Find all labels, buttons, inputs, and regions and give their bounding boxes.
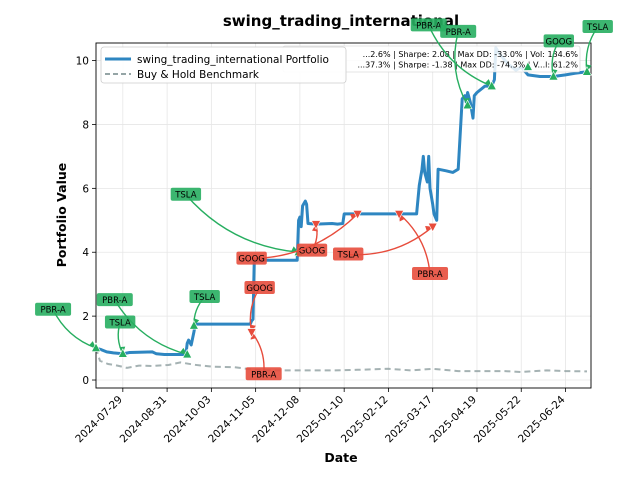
annotation-label: TSLA [174,191,197,201]
annotation-label: GOOG [238,255,265,265]
buy-marker [548,70,559,81]
annotation-arrow [428,25,492,87]
annotation-label: GOOG [246,284,273,294]
annotation-label: TSLA [337,250,360,260]
benchmark-series [96,347,588,374]
stats-line-benchmark: ...37.3% | Sharpe: -1.38 | Max DD: -74.3… [357,61,578,70]
portfolio-series [96,46,588,356]
annotation-label: PBR-A [416,21,441,31]
sell-marker [311,220,321,230]
annotation-box [332,247,364,261]
y-tick-label: 4 [82,247,89,259]
annotation-arrow [114,299,188,356]
y-tick-label: 6 [82,183,89,195]
legend-label-portfolio: swing_trading_international Portfolio [137,54,329,66]
legend-label-benchmark: Buy & Hold Benchmark [137,69,260,81]
buy-marker [486,80,497,90]
legend: swing_trading_international Portfolio Bu… [100,46,347,84]
buy-marker [117,348,128,358]
grid-lines [96,43,591,388]
annotation-arrow [398,213,431,275]
annotation-box [296,243,328,257]
buy-marker [462,99,473,110]
sell-marker [246,328,257,338]
buy-marker [188,320,199,330]
plot-frame [95,42,592,389]
x-tick-label: 2025-06-24 [516,393,568,445]
annotation-label: GOOG [546,37,573,47]
annotation-box [543,34,575,48]
annotation-label: PBR-A [251,370,276,380]
annotation-box [410,18,447,32]
annotation-box [440,24,477,38]
annotation-box [245,367,282,381]
y-axis-label: Portfolio Value [54,163,69,268]
portfolio-line [96,46,588,356]
annotation-arrow [185,194,299,253]
y-tick-label: 10 [76,56,89,68]
x-axis-label: Date [324,450,357,465]
stats-line-portfolio: ...2.6% | Sharpe: 2.08 | Max DD: -33.0% … [363,50,579,59]
annotation-label: TSLA [108,319,131,329]
annotation-label: PBR-A [102,296,127,306]
sell-marker [427,222,438,233]
annotation-box [236,251,267,265]
annotation-box [244,281,275,295]
sell-marker [352,210,363,220]
annotation-label: PBR-A [417,270,442,280]
y-tick-label: 2 [82,311,89,323]
benchmark-line [96,347,588,374]
buy-marker [581,66,592,76]
annotation-box [189,289,220,303]
sell-marker [394,210,405,220]
buy-marker [91,342,101,352]
annotation-label: TSLA [193,293,216,303]
annotation-label: TSLA [586,23,609,33]
annotation-box [170,187,202,201]
buy-marker [182,348,193,359]
annotation-label: GOOG [299,247,326,257]
y-tick-label: 0 [82,375,89,387]
annotation-box [412,266,449,280]
annotation-box [96,293,133,307]
chart-title: swing_trading_international [223,12,459,30]
annotation-label: PBR-A [446,28,471,38]
annotation-box [35,302,72,316]
annotation-box [582,20,613,34]
trade-annotations: PBR-A TSLA PBR-A TSLA TSLA GOOG PBR-A GOOG TSLA G… [35,18,613,381]
buy-marker [522,61,533,71]
annotation-label: PBR-A [40,306,65,316]
y-tick-label: 8 [82,119,89,131]
